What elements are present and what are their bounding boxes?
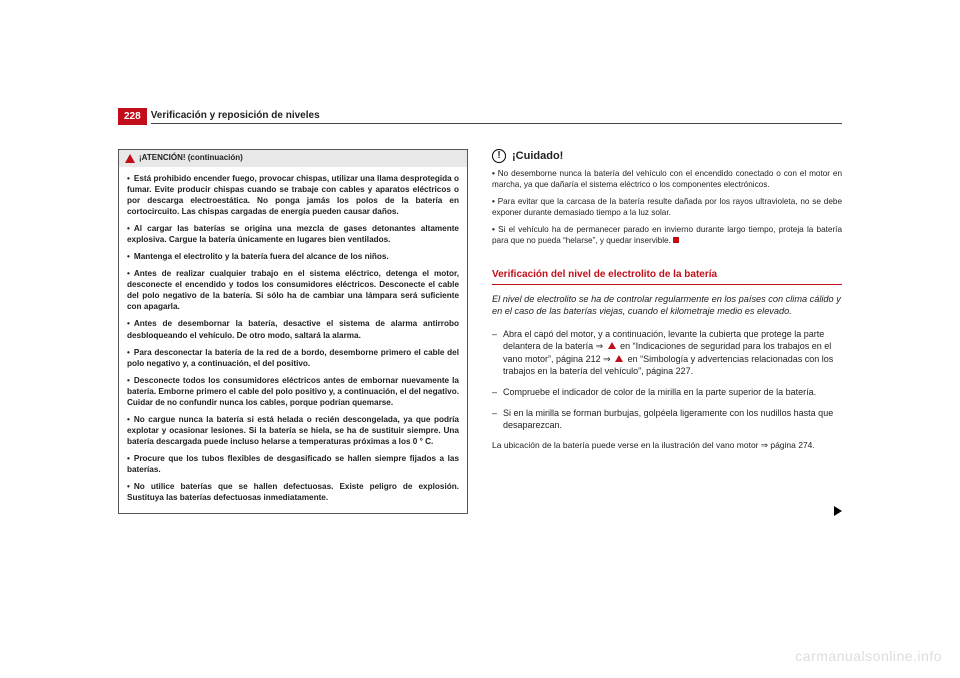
warning-box-header: ¡ATENCIÓN! (continuación) — [119, 150, 467, 167]
left-column: ¡ATENCIÓN! (continuación) •Está prohibid… — [118, 149, 468, 514]
subsection-lead: El nivel de electrolito se ha de control… — [492, 293, 842, 318]
section-title: Verificación y reposición de niveles — [151, 110, 842, 121]
watermark: carmanualsonline.info — [795, 648, 942, 664]
continue-arrow-icon — [834, 506, 842, 516]
right-column: ! ¡Cuidado! • No desemborne nunca la bat… — [492, 149, 842, 514]
footer-note: La ubicación de la batería puede verse e… — [492, 440, 842, 451]
warning-bullet: •Está prohibido encender fuego, provocar… — [127, 173, 459, 217]
warning-bullet: •Antes de desembornar la batería, desact… — [127, 318, 459, 340]
warning-bullet: •Mantenga el electrolito y la batería fu… — [127, 251, 459, 262]
caution-bullet: • Si el vehículo ha de permanecer parado… — [492, 224, 842, 246]
step-text: Si en la mirilla se forman burbujas, gol… — [503, 407, 842, 432]
caution-circle-icon: ! — [492, 149, 506, 163]
caution-heading: ! ¡Cuidado! — [492, 149, 842, 164]
step-text: Abra el capó del motor, y a continuación… — [503, 328, 842, 378]
step-text: Compruebe el indicador de color de la mi… — [503, 386, 816, 399]
caution-bullet: • Para evitar que la carcasa de la bater… — [492, 196, 842, 218]
caution-title: ¡Cuidado! — [512, 149, 563, 164]
warning-box: ¡ATENCIÓN! (continuación) •Está prohibid… — [118, 149, 468, 514]
warning-box-title: ¡ATENCIÓN! (continuación) — [139, 153, 243, 164]
step-dash-icon: – — [492, 386, 497, 399]
warning-bullet: •Desconecte todos los consumidores eléct… — [127, 375, 459, 408]
subsection-rule — [492, 284, 842, 285]
page-header: 228 Verificación y reposición de niveles — [118, 108, 842, 125]
warning-triangle-icon — [615, 355, 623, 362]
warning-bullet: •Para desconectar la batería de la red d… — [127, 347, 459, 369]
end-section-icon — [673, 237, 679, 243]
warning-triangle-icon — [125, 154, 135, 163]
step-item: – Si en la mirilla se forman burbujas, g… — [492, 407, 842, 432]
step-item: – Abra el capó del motor, y a continuaci… — [492, 328, 842, 378]
manual-page: 228 Verificación y reposición de niveles… — [118, 108, 842, 514]
warning-bullet: •Antes de realizar cualquier trabajo en … — [127, 268, 459, 312]
page-number-tab: 228 — [118, 108, 147, 125]
header-rule — [151, 123, 842, 124]
step-item: – Compruebe el indicador de color de la … — [492, 386, 842, 399]
step-dash-icon: – — [492, 328, 497, 378]
warning-bullet: •Procure que los tubos flexibles de desg… — [127, 453, 459, 475]
warning-triangle-icon — [608, 342, 616, 349]
content-columns: ¡ATENCIÓN! (continuación) •Está prohibid… — [118, 149, 842, 514]
warning-bullet: •Al cargar las baterías se origina una m… — [127, 223, 459, 245]
caution-bullet: • No desemborne nunca la batería del veh… — [492, 168, 842, 190]
step-dash-icon: – — [492, 407, 497, 432]
subsection-heading: Verificación del nivel de electrolito de… — [492, 268, 842, 282]
warning-bullet: •No cargue nunca la batería si está hela… — [127, 414, 459, 447]
warning-bullet: •No utilice baterías que se hallen defec… — [127, 481, 459, 503]
